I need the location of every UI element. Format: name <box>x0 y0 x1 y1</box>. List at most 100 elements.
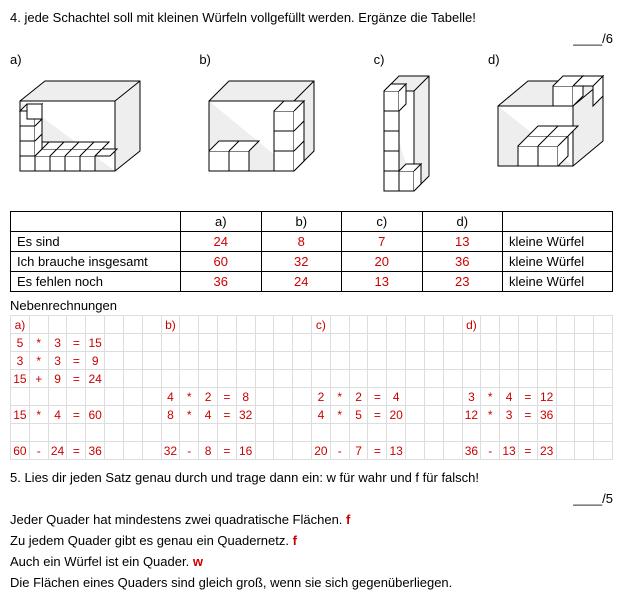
calc-cell <box>124 334 143 352</box>
calc-cell <box>199 424 218 442</box>
calc-cell: 32 <box>237 406 256 424</box>
calc-cell <box>444 406 463 424</box>
calc-grid: a)b)c)d)5*3=153*3=915+9=244*2=82*2=43*4=… <box>10 315 613 460</box>
r1c: 7 <box>342 232 423 252</box>
calc-cell <box>143 424 162 442</box>
calc-cell <box>463 352 482 370</box>
calc-cell <box>557 352 576 370</box>
calc-cell <box>594 424 613 442</box>
calc-cell <box>143 352 162 370</box>
calc-cell <box>218 370 237 388</box>
calc-cell <box>481 352 500 370</box>
calc-cell <box>162 370 181 388</box>
calc-cell <box>312 334 331 352</box>
calc-cell <box>105 388 124 406</box>
row3-hdr: Es fehlen noch <box>11 272 181 292</box>
s2-text: Zu jedem Quader gibt es genau ein Quader… <box>10 533 289 548</box>
col-a: a) <box>181 212 262 232</box>
label-c: c) <box>374 52 444 67</box>
calc-cell <box>331 370 350 388</box>
calc-cell: * <box>30 406 49 424</box>
figures-row: a) b) <box>10 52 613 201</box>
calc-cell: 24 <box>86 370 105 388</box>
calc-cell <box>594 442 613 460</box>
calc-cell <box>387 352 406 370</box>
calc-cell <box>331 316 350 334</box>
calc-cell <box>180 352 199 370</box>
r2d: 36 <box>422 252 503 272</box>
calc-cell <box>594 316 613 334</box>
label-a: a) <box>10 52 155 67</box>
figure-b: b) <box>199 52 329 201</box>
calc-cell <box>237 352 256 370</box>
calc-cell: = <box>67 370 86 388</box>
calc-cell <box>274 424 293 442</box>
calc-cell <box>199 334 218 352</box>
calc-cell <box>105 424 124 442</box>
calc-cell: 20 <box>387 406 406 424</box>
calc-cell: 3 <box>11 352 30 370</box>
calc-cell <box>575 334 594 352</box>
calc-cell <box>256 370 275 388</box>
answer-table: a) b) c) d) Es sind 24 8 7 13 kleine Wür… <box>10 211 613 292</box>
col-c: c) <box>342 212 423 232</box>
calc-cell <box>86 424 105 442</box>
calc-cell <box>557 334 576 352</box>
r2a: 60 <box>181 252 262 272</box>
calc-cell <box>237 424 256 442</box>
calc-cell <box>538 334 557 352</box>
calc-cell <box>30 316 49 334</box>
box-c-svg <box>374 71 444 201</box>
calc-cell <box>124 442 143 460</box>
calc-cell: 8 <box>162 406 181 424</box>
calc-cell <box>124 424 143 442</box>
calc-cell <box>256 442 275 460</box>
calc-cell <box>274 316 293 334</box>
calc-cell <box>143 370 162 388</box>
calc-cell <box>274 406 293 424</box>
calc-cell <box>444 352 463 370</box>
calc-cell <box>256 424 275 442</box>
calc-cell: 4 <box>199 406 218 424</box>
q5-s3: Auch ein Würfel ist ein Quader. w <box>10 554 613 569</box>
calc-cell: c) <box>312 316 331 334</box>
calc-cell <box>425 316 444 334</box>
col-d: d) <box>422 212 503 232</box>
calc-cell: 9 <box>49 370 68 388</box>
calc-cell <box>519 352 538 370</box>
calc-cell <box>500 316 519 334</box>
calc-cell <box>594 352 613 370</box>
r1b: 8 <box>261 232 342 252</box>
q5-text: 5. Lies dir jeden Satz genau durch und t… <box>10 470 479 485</box>
calc-cell <box>293 424 312 442</box>
calc-cell: b) <box>162 316 181 334</box>
calc-cell: 24 <box>49 442 68 460</box>
calc-cell <box>105 442 124 460</box>
calc-cell <box>143 442 162 460</box>
calc-cell <box>350 424 369 442</box>
calc-cell: 36 <box>463 442 482 460</box>
calc-cell <box>406 352 425 370</box>
calc-cell <box>293 442 312 460</box>
calc-cell: 8 <box>237 388 256 406</box>
figure-d: d) <box>488 52 613 201</box>
calc-cell <box>350 352 369 370</box>
calc-cell <box>331 424 350 442</box>
calc-cell: 3 <box>463 388 482 406</box>
calc-cell <box>105 370 124 388</box>
calc-cell: * <box>331 406 350 424</box>
q4-prompt: 4. jede Schachtel soll mit kleinen Würfe… <box>10 10 613 25</box>
calc-cell <box>557 406 576 424</box>
calc-cell: 20 <box>312 442 331 460</box>
r3b: 24 <box>261 272 342 292</box>
calc-cell <box>500 424 519 442</box>
calc-cell: 36 <box>86 442 105 460</box>
calc-cell <box>218 334 237 352</box>
calc-cell <box>575 388 594 406</box>
calc-cell <box>368 316 387 334</box>
calc-cell: 15 <box>86 334 105 352</box>
calc-cell <box>49 424 68 442</box>
calc-cell <box>594 388 613 406</box>
calc-cell <box>274 388 293 406</box>
r2u: kleine Würfel <box>503 252 613 272</box>
